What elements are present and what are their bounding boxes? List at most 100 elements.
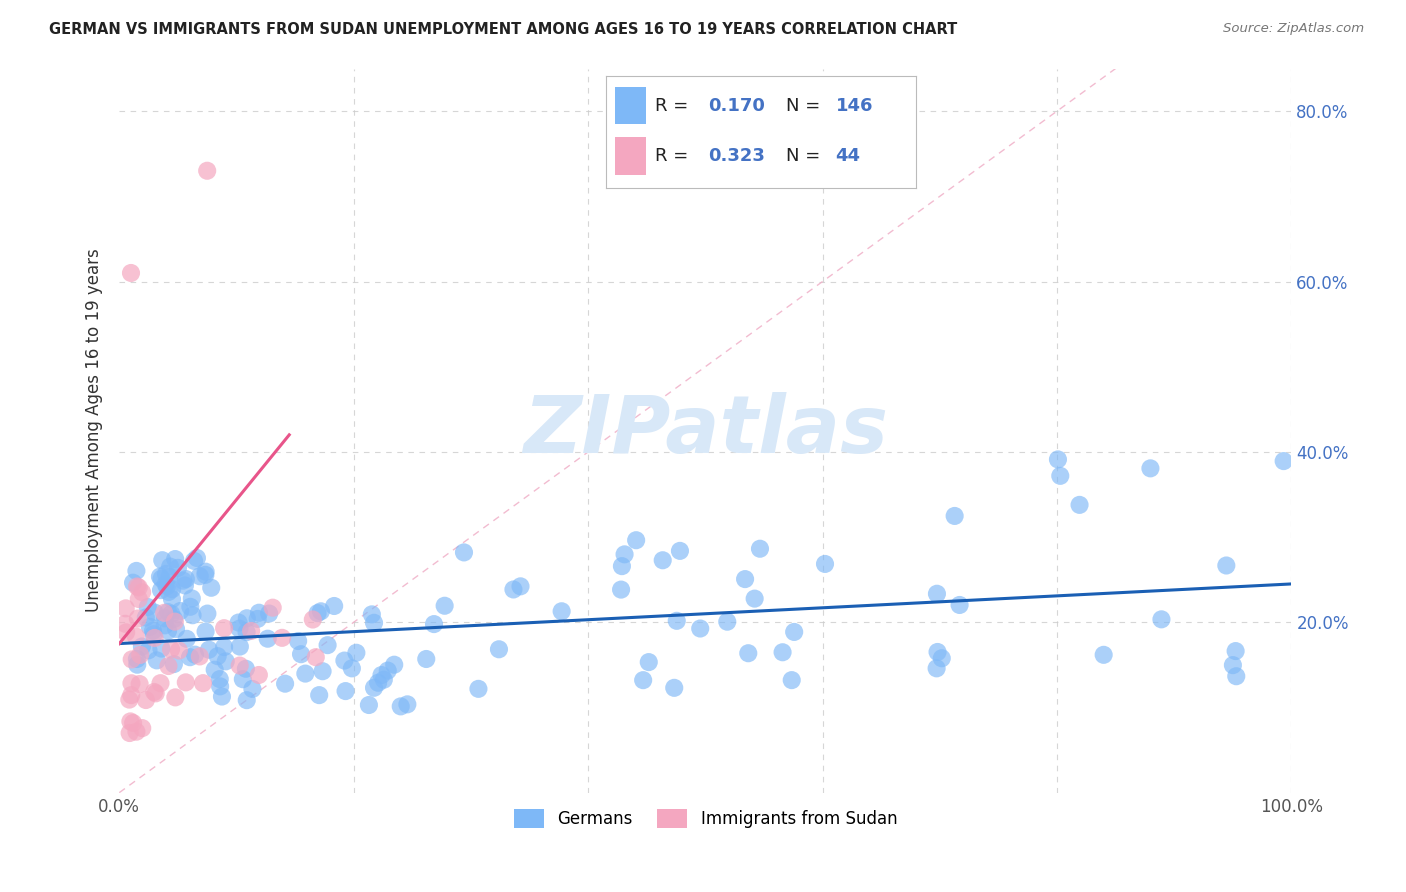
Point (204, 663, 226, 677)
Point (467, 681, 489, 696)
Point (1225, 644, 1247, 658)
Point (744, 591, 766, 606)
Point (550, 604, 572, 618)
Point (340, 661, 363, 675)
Point (925, 661, 948, 675)
Point (129, 648, 152, 662)
Point (183, 554, 205, 568)
Point (194, 565, 217, 579)
Point (242, 681, 264, 696)
Point (128, 581, 150, 595)
Point (125, 564, 148, 578)
Point (247, 606, 270, 620)
Point (610, 582, 633, 597)
Point (131, 585, 153, 599)
Point (344, 646, 367, 660)
Point (150, 553, 173, 567)
Point (229, 640, 252, 654)
Point (157, 569, 180, 583)
Point (1092, 648, 1115, 662)
Point (274, 676, 297, 690)
Point (509, 579, 531, 593)
Point (157, 605, 180, 619)
Point (155, 566, 177, 581)
Point (235, 625, 257, 640)
Point (235, 662, 257, 676)
Point (415, 652, 437, 666)
Point (290, 647, 312, 661)
Point (737, 646, 759, 660)
Point (128, 677, 150, 691)
Point (142, 624, 165, 638)
Point (174, 675, 197, 690)
Point (1225, 669, 1247, 683)
Point (367, 675, 389, 690)
Point (311, 664, 333, 678)
Point (127, 579, 149, 593)
Point (163, 657, 186, 671)
Point (232, 672, 254, 686)
Point (145, 686, 167, 700)
Point (195, 163, 218, 178)
Point (257, 607, 280, 621)
Point (163, 615, 186, 629)
Point (163, 612, 186, 626)
Point (301, 613, 323, 627)
Point (165, 690, 187, 705)
Point (377, 664, 399, 678)
Point (125, 629, 148, 643)
Point (125, 724, 148, 739)
Point (716, 615, 738, 629)
Point (149, 676, 172, 690)
Point (150, 572, 173, 586)
Point (624, 533, 647, 548)
Point (157, 624, 180, 638)
Point (188, 649, 211, 664)
Point (669, 544, 692, 558)
Point (305, 650, 328, 665)
Point (211, 690, 233, 704)
Point (194, 567, 217, 582)
Point (122, 716, 145, 731)
Point (271, 631, 294, 645)
Point (184, 648, 207, 662)
Point (689, 622, 711, 636)
Point (160, 607, 183, 621)
Point (396, 698, 419, 712)
Point (613, 547, 636, 561)
Legend: Germans, Immigrants from Sudan: Germans, Immigrants from Sudan (508, 803, 904, 835)
Point (145, 653, 167, 667)
Point (453, 545, 475, 559)
Point (160, 582, 183, 597)
Point (153, 618, 176, 632)
Point (114, 601, 136, 615)
Point (664, 681, 686, 695)
Point (155, 577, 177, 591)
Point (927, 645, 949, 659)
Point (1215, 558, 1237, 573)
Point (363, 615, 385, 630)
Point (135, 693, 157, 707)
Point (127, 611, 149, 625)
Point (149, 569, 172, 583)
Point (156, 579, 179, 593)
Point (749, 541, 772, 556)
Point (814, 557, 837, 571)
Point (316, 638, 339, 652)
Point (138, 643, 160, 657)
Point (631, 673, 654, 688)
Point (150, 583, 173, 598)
Point (637, 655, 659, 669)
Point (373, 673, 395, 687)
Point (142, 627, 165, 641)
Point (114, 616, 136, 631)
Point (120, 676, 142, 690)
Point (115, 625, 138, 640)
Point (651, 553, 673, 567)
Point (143, 606, 166, 620)
Point (1150, 612, 1173, 626)
Point (943, 508, 966, 523)
Point (228, 658, 250, 673)
Point (135, 610, 157, 624)
Point (433, 599, 456, 613)
